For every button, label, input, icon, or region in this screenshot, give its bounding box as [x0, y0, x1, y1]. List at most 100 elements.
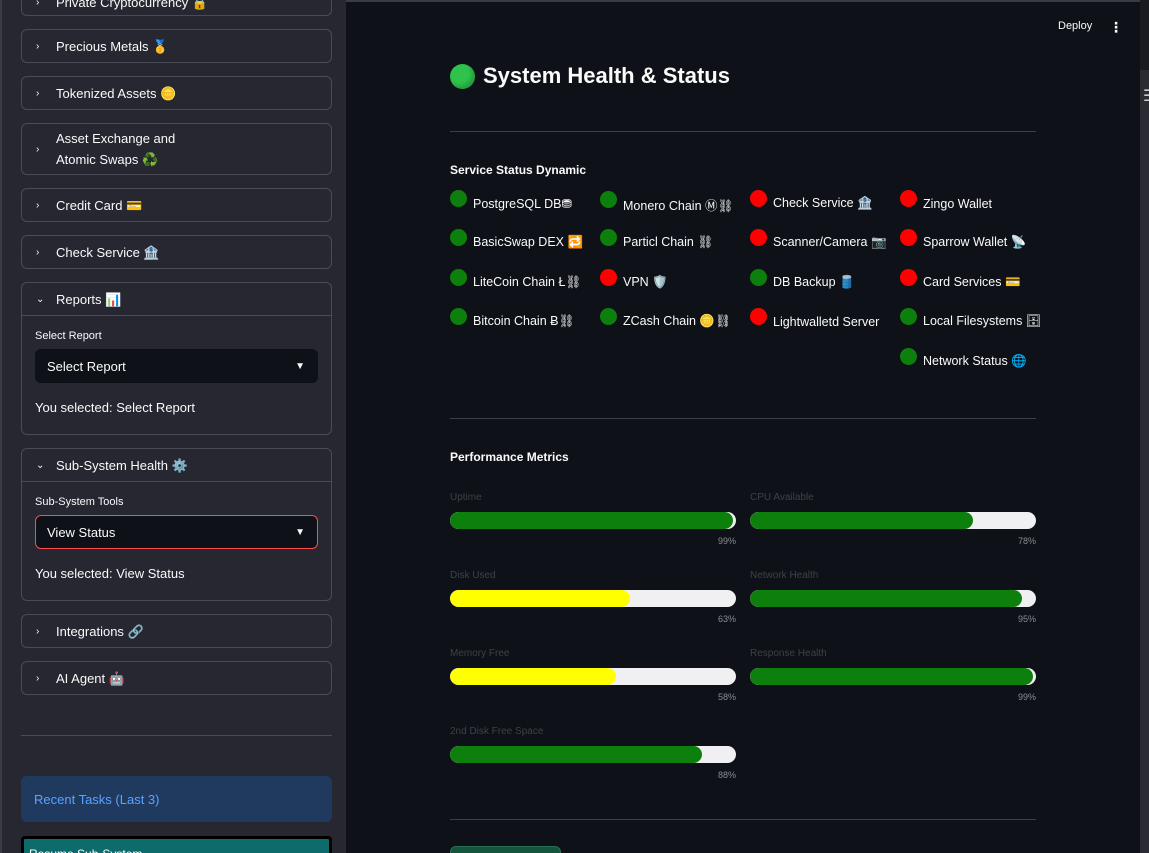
metric-label: 2nd Disk Free Space [450, 726, 544, 737]
expander-precious-metals[interactable]: › Precious Metals 🥇 [21, 29, 332, 63]
expander-body: Select Report Select Report ▼ You select… [22, 315, 331, 415]
select-report-dropdown[interactable]: Select Report ▼ [35, 349, 318, 383]
metric-progress-bar [450, 590, 736, 607]
divider [450, 131, 1036, 132]
metric-label: Response Health [750, 648, 827, 659]
service-name: Monero Chain Ⓜ⛓ [623, 199, 734, 213]
status-dot-icon [750, 229, 767, 246]
green-circle-icon [450, 63, 475, 89]
expander-subsystem-health: ⌄ Sub-System Health ⚙️ Sub-System Tools … [21, 448, 332, 601]
action-button[interactable] [450, 846, 561, 853]
service-status-item: Particl Chain ⛓ [600, 229, 714, 251]
metric-label: Uptime [450, 492, 482, 503]
metric-percent: 58% [717, 692, 736, 702]
service-status-item: ZCash Chain 🪙⛓ [600, 308, 731, 330]
service-status-item: Monero Chain Ⓜ⛓ [600, 191, 734, 214]
recent-tasks-box[interactable]: Recent Tasks (Last 3) [21, 776, 332, 822]
service-status-item: Zingo Wallet [900, 190, 992, 212]
status-dot-icon [450, 229, 467, 246]
vertical-ellipsis-icon[interactable]: ⋮ [1109, 19, 1123, 35]
chevron-right-icon: › [36, 0, 40, 8]
status-dot-icon [600, 308, 617, 325]
chevron-right-icon: › [36, 199, 40, 211]
scrollbar-strip[interactable]: ☰ [1140, 0, 1149, 853]
expander-header[interactable]: ⌄ Sub-System Health ⚙️ [22, 449, 331, 481]
subsystem-tools-dropdown[interactable]: View Status ▼ [35, 515, 318, 549]
status-dot-icon [450, 190, 467, 207]
service-name: Sparrow Wallet 📡 [923, 235, 1027, 249]
metric-percent: 95% [1017, 614, 1036, 624]
top-border [346, 0, 1149, 2]
metric-label: Disk Used [450, 570, 496, 581]
status-dot-icon [750, 308, 767, 325]
status-dot-icon [600, 191, 617, 208]
expander-label: Asset Exchange and Atomic Swaps ♻️ [56, 128, 175, 170]
sidebar: › Private Cryptocurrency 🔒 › Precious Me… [0, 0, 346, 853]
status-dot-icon [900, 348, 917, 365]
expander-body: Sub-System Tools View Status ▼ You selec… [22, 481, 331, 581]
expander-asset-exchange[interactable]: › Asset Exchange and Atomic Swaps ♻️ [21, 123, 332, 175]
metric-percent: 99% [1017, 692, 1036, 702]
expander-credit-card[interactable]: › Credit Card 💳 [21, 188, 332, 222]
performance-metrics-heading: Performance Metrics [450, 450, 569, 464]
expander-label: AI Agent 🤖 [56, 670, 125, 686]
status-dot-icon [900, 269, 917, 286]
metric-label: Network Health [750, 570, 819, 581]
expander-header[interactable]: ⌄ Reports 📊 [22, 283, 331, 315]
metric-progress-fill [750, 512, 974, 529]
select-value: Select Report [47, 358, 126, 374]
status-dot-icon [750, 190, 767, 207]
metric-percent: 99% [717, 536, 736, 546]
metric-progress-fill [450, 590, 631, 607]
service-name: BasicSwap DEX 🔁 [473, 235, 584, 249]
strip-top [1140, 0, 1149, 70]
service-status-item: Check Service 🏦 [750, 190, 873, 212]
service-status-item: Lightwalletd Server [750, 308, 879, 330]
service-name: Network Status 🌐 [923, 354, 1027, 368]
status-dot-icon [750, 269, 767, 286]
service-name: ZCash Chain 🪙⛓ [623, 314, 731, 328]
expander-ai-agent[interactable]: › AI Agent 🤖 [21, 661, 332, 695]
metric-progress-fill [450, 746, 702, 763]
metric-progress-fill [750, 590, 1022, 607]
service-name: Check Service 🏦 [773, 196, 873, 210]
select-report-label: Select Report [35, 330, 102, 342]
sidebar-divider [21, 735, 332, 736]
resume-subsystem-button[interactable]: Resume Sub-System [21, 836, 332, 853]
divider [450, 418, 1036, 419]
service-status-item: VPN 🛡️ [600, 269, 668, 291]
expander-check-service[interactable]: › Check Service 🏦 [21, 235, 332, 269]
service-status-item: Card Services 💳 [900, 269, 1021, 291]
metric-percent: 63% [717, 614, 736, 624]
metric-progress-bar [750, 668, 1036, 685]
metric-progress-bar [450, 668, 736, 685]
expander-label: Precious Metals 🥇 [56, 38, 169, 54]
chevron-down-icon: ▼ [295, 526, 305, 538]
status-dot-icon [600, 269, 617, 286]
chevron-right-icon: › [36, 246, 40, 258]
service-name: Card Services 💳 [923, 275, 1021, 289]
status-dot-icon [900, 229, 917, 246]
expander-label-line1: Asset Exchange and [56, 131, 176, 146]
service-status-item: Bitcoin Chain Ƀ⛓ [450, 308, 574, 330]
expander-label: Tokenized Assets 🪙 [56, 85, 177, 101]
deploy-button[interactable]: Deploy [1058, 20, 1093, 32]
expander-tokenized-assets[interactable]: › Tokenized Assets 🪙 [21, 76, 332, 110]
service-status-item: Local Filesystems 🗄 [900, 308, 1042, 330]
expander-private-crypto[interactable]: › Private Cryptocurrency 🔒 [21, 0, 332, 16]
expander-label: Sub-System Health ⚙️ [56, 457, 188, 473]
service-name: Particl Chain ⛓ [623, 235, 714, 249]
metric-progress-bar [750, 512, 1036, 529]
chevron-down-icon: ⌄ [36, 459, 45, 471]
page-title-text: System Health & Status [483, 63, 730, 88]
status-dot-icon [900, 190, 917, 207]
service-status-item: PostgreSQL DB⛃ [450, 190, 572, 212]
service-name: DB Backup 🛢️ [773, 275, 855, 289]
chevron-down-icon: ⌄ [36, 293, 45, 305]
selected-report-text: You selected: Select Report [35, 400, 195, 415]
select-value: View Status [47, 524, 116, 540]
expander-label-line2: Atomic Swaps ♻️ [56, 152, 159, 167]
metric-percent: 88% [717, 770, 736, 780]
service-name: Local Filesystems 🗄 [923, 314, 1042, 328]
expander-integrations[interactable]: › Integrations 🔗 [21, 614, 332, 648]
